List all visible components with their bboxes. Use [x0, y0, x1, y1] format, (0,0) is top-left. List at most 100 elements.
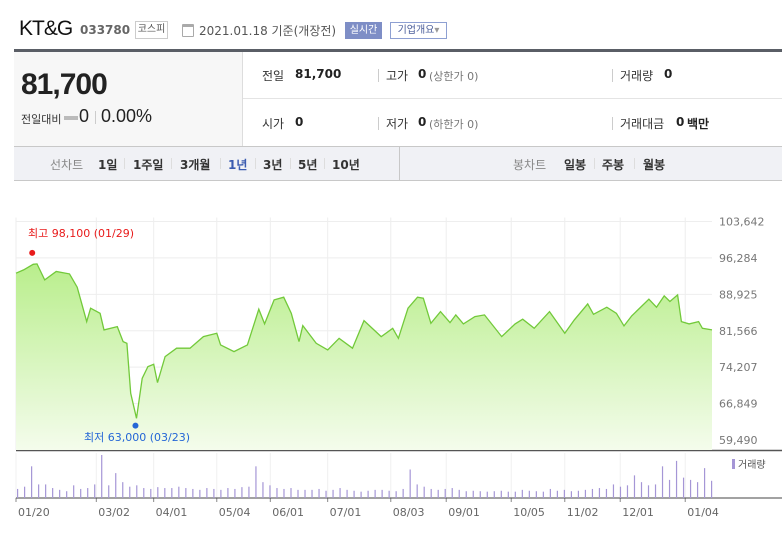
volume-bar: [626, 485, 629, 498]
reference-date: 2021.01.18 기준(개장전): [199, 24, 337, 38]
x-tick-label: 01/04: [687, 506, 719, 519]
stock-code: 033780: [80, 23, 131, 37]
candle-weekly[interactable]: 주봉: [602, 158, 625, 172]
volume-bar: [311, 489, 313, 498]
volume-bar: [640, 482, 643, 498]
divider: [634, 158, 635, 169]
volume-bar: [157, 487, 159, 498]
company-overview-dropdown[interactable]: 기업개요▾: [390, 22, 447, 39]
candle-monthly[interactable]: 월봉: [643, 158, 666, 172]
volume-bar: [654, 484, 657, 498]
volume-bar: [521, 489, 523, 498]
volume-bar: [31, 466, 33, 498]
prev-close-label: 전일: [262, 69, 285, 83]
volume-bar: [689, 479, 692, 498]
volume-bar: [661, 466, 664, 498]
period-1y[interactable]: 1년: [228, 158, 248, 172]
prev-close-value: 81,700: [295, 67, 342, 81]
divider: [378, 69, 379, 82]
volume-bar: [129, 486, 131, 498]
volume-bar: [696, 482, 699, 498]
volume-label: 거래량: [620, 69, 654, 83]
volume-bar: [472, 490, 474, 498]
period-1d[interactable]: 1일: [98, 158, 118, 172]
amount-label: 거래대금: [620, 117, 665, 131]
volume-bar: [234, 488, 236, 498]
volume-bar: [409, 469, 411, 498]
volume-bar: [486, 491, 488, 498]
y-tick-label: 66,849: [719, 398, 758, 411]
volume-bar: [479, 491, 481, 498]
divider: [124, 158, 125, 169]
volume-bar: [647, 485, 650, 498]
divider: [612, 117, 613, 130]
volume-bar: [283, 488, 285, 498]
volume-bar: [304, 489, 306, 498]
volume-bar: [276, 488, 278, 498]
divider: [399, 147, 400, 180]
volume-bar: [367, 490, 369, 498]
high-marker-dot: [29, 249, 36, 256]
volume-bar: [262, 482, 264, 498]
low-marker-dot: [132, 422, 139, 429]
volume-bar: [325, 490, 327, 498]
volume-bar: [80, 488, 82, 498]
volume-bar: [101, 455, 103, 498]
candle-daily[interactable]: 일봉: [564, 158, 587, 172]
volume-bar: [682, 477, 685, 498]
x-tick-label: 04/01: [156, 506, 188, 519]
change-percent: 0.00%: [101, 106, 153, 126]
volume-bar: [143, 488, 145, 498]
period-5y[interactable]: 5년: [298, 158, 318, 172]
x-tick-label: 07/01: [330, 506, 362, 519]
open-label: 시가: [262, 117, 285, 131]
x-tick-label: 11/02: [567, 506, 599, 519]
divider: [324, 158, 325, 169]
period-1w[interactable]: 1주일: [133, 158, 164, 172]
open-value: 0: [295, 115, 304, 129]
volume-bar: [535, 491, 537, 498]
y-tick-label: 88,925: [719, 288, 758, 301]
volume-bar: [185, 488, 187, 498]
volume-bar: [150, 488, 152, 498]
volume-bar: [115, 473, 117, 498]
volume-bar: [255, 466, 257, 498]
price-area: [16, 263, 712, 450]
x-tick-label: 01/20: [18, 506, 50, 519]
divider: [612, 69, 613, 82]
volume-bar: [108, 485, 110, 498]
volume-bar: [612, 484, 615, 498]
y-tick-label: 96,284: [719, 252, 758, 265]
chart-type-bar: [14, 146, 782, 181]
volume-bar: [318, 488, 320, 498]
volume-bar: [570, 491, 572, 498]
divider: [95, 111, 96, 124]
x-tick-label: 09/01: [448, 506, 480, 519]
volume-bar: [458, 489, 460, 498]
volume-legend-swatch: [732, 459, 735, 469]
volume-bar: [381, 489, 383, 498]
volume-bar: [591, 488, 594, 498]
volume-bar: [52, 488, 54, 498]
period-10y[interactable]: 10년: [332, 158, 360, 172]
volume-bar: [199, 489, 201, 498]
upper-limit: (상한가 0): [429, 70, 479, 83]
period-3y[interactable]: 3년: [263, 158, 283, 172]
y-tick-label: 59,490: [719, 434, 758, 447]
volume-bar: [703, 468, 706, 498]
divider: [14, 49, 782, 52]
line-chart-label: 선차트: [50, 158, 84, 172]
volume-bar: [542, 491, 544, 498]
volume-bar: [269, 485, 271, 498]
volume-bar: [164, 488, 166, 498]
volume-bar: [171, 488, 173, 498]
volume-bar: [563, 489, 565, 498]
volume-bar: [668, 479, 671, 498]
divider: [220, 158, 221, 169]
change-label: 전일대비: [21, 113, 62, 126]
realtime-button[interactable]: 실시간: [345, 22, 382, 39]
period-3m[interactable]: 3개월: [180, 158, 211, 172]
volume-bar: [206, 488, 208, 498]
x-tick-label: 06/01: [272, 506, 304, 519]
high-label: 고가: [386, 69, 409, 83]
